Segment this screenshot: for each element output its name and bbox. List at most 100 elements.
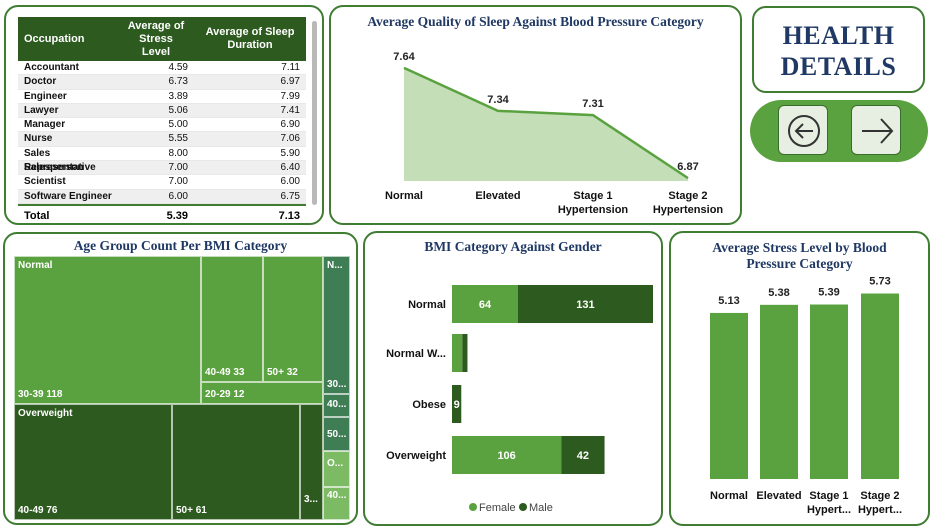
stress-x-tick-label: Elevated <box>756 490 801 502</box>
bmi-bar-female <box>452 334 463 372</box>
table-row[interactable]: Nurse 5.55 7.06 <box>18 132 306 147</box>
treemap-cell-label: 30... <box>327 379 347 390</box>
table-row[interactable]: Manager 5.00 6.90 <box>18 118 306 133</box>
total-stress: 5.39 <box>166 209 188 222</box>
stress-bar <box>861 293 899 479</box>
treemap-cell-side-3[interactable]: 50... <box>323 417 350 451</box>
stress-x-tick-label: Stage 2 <box>860 490 899 502</box>
legend-male-marker <box>519 503 527 511</box>
stress-x-tick-label: Stage 1 <box>809 490 848 502</box>
bmi-bar-male <box>462 334 468 372</box>
cell-stress: 6.73 <box>168 76 188 88</box>
table-row[interactable]: Doctor 6.73 6.97 <box>18 75 306 90</box>
sleep-x-tick-label: Stage 2 <box>668 190 707 202</box>
table-row[interactable]: Sales Representative 8.00 5.90 <box>18 147 306 174</box>
treemap-cell-side-2[interactable]: 40... <box>323 394 350 417</box>
bmi-bar-male <box>517 285 653 323</box>
treemap-cell-normal-40-49[interactable]: 40-49 33 <box>201 256 263 382</box>
occupation-table: Occupation Average of Stress Level Avera… <box>18 17 306 226</box>
cell-occupation: Sales Representative <box>24 147 96 174</box>
sleep-x-tick-label: Hypertension <box>558 204 629 216</box>
treemap-cell-normal-50plus[interactable]: 50+ 32 <box>263 256 323 382</box>
stress-chart-title: Average Stress Level by Blood Pressure C… <box>712 240 887 271</box>
sleep-x-tick-label: Stage 1 <box>573 190 612 202</box>
bmi-data-label: 64 <box>479 299 492 311</box>
bmi-gender-chart-plot: Normal 64 131 Normal W... Obese 9 Overweight 10… <box>386 285 653 514</box>
cell-sleep: 7.06 <box>280 133 300 145</box>
sleep-data-label: 7.64 <box>393 51 415 63</box>
stress-data-label: 5.39 <box>818 287 839 299</box>
cell-occupation: Doctor <box>24 76 57 88</box>
treemap-cell-side-4[interactable]: O... <box>323 451 350 487</box>
treemap-cell-side-5[interactable]: 40... <box>323 487 350 520</box>
bmi-gender-chart-card: BMI Category Against Gender Normal 64 131 N… <box>363 231 663 526</box>
header-title: HEALTH DETAILS <box>754 20 923 82</box>
header-avg-sleep[interactable]: Average of Sleep Duration <box>205 26 295 51</box>
sleep-line <box>403 66 689 180</box>
next-button[interactable] <box>851 105 901 155</box>
cell-sleep: 6.75 <box>280 190 300 202</box>
bmi-data-label: 42 <box>577 450 589 462</box>
cell-stress: 5.55 <box>168 133 188 145</box>
legend-male-label: Male <box>529 502 553 514</box>
table-row[interactable]: Software Engineer 6.00 6.75 <box>18 189 306 204</box>
cell-sleep: 7.41 <box>280 104 300 116</box>
cell-stress: 7.00 <box>168 162 188 174</box>
cell-stress: 8.00 <box>168 147 188 159</box>
treemap-cell-label: 40... <box>327 399 347 410</box>
stress-x-tick-label: Hypert... <box>858 504 902 516</box>
stress-bp-chart-card: Average Stress Level by Blood Pressure C… <box>669 231 930 526</box>
treemap-cell-label: 30-39 118 <box>18 389 63 400</box>
table-row[interactable]: Lawyer 5.06 7.41 <box>18 103 306 119</box>
treemap-cell-label: 50+ 32 <box>267 367 298 378</box>
treemap-cell-overweight-50plus[interactable]: 50+ 61 <box>172 404 300 520</box>
header-occupation[interactable]: Occupation <box>24 32 85 45</box>
bmi-y-tick-label: Normal <box>408 299 446 311</box>
table-row[interactable]: Engineer 3.89 7.99 <box>18 90 306 104</box>
header-avg-stress[interactable]: Average of Stress Level <box>127 19 185 58</box>
cell-stress: 3.89 <box>168 90 188 102</box>
legend-female-label: Female <box>479 502 516 514</box>
stress-data-label: 5.13 <box>718 295 739 307</box>
treemap-cell-label: 50+ 61 <box>176 505 207 516</box>
total-sleep: 7.13 <box>278 209 300 222</box>
header-line-2: DETAILS <box>780 52 897 81</box>
table-scrollbar[interactable] <box>312 21 317 205</box>
treemap-cell-label: N... <box>327 260 343 271</box>
treemap-cell-side-1[interactable]: N... 30... <box>323 256 350 394</box>
treemap-group-label-normal: Normal <box>18 260 53 271</box>
stress-data-label: 5.38 <box>768 287 789 299</box>
sleep-area-fill <box>404 67 688 181</box>
cell-occupation: Nurse <box>24 133 53 145</box>
bmi-y-tick-label: Overweight <box>386 450 446 462</box>
cell-occupation: Lawyer <box>24 104 59 116</box>
treemap-cell-label: O... <box>327 458 344 469</box>
health-details-header: HEALTH DETAILS <box>752 6 925 93</box>
table-row[interactable]: Scientist 7.00 6.00 <box>18 175 306 190</box>
table-row[interactable]: Salesperson 7.00 6.40 <box>18 161 306 176</box>
cell-occupation: Scientist <box>24 176 66 188</box>
table-scrollbar-thumb[interactable] <box>312 21 317 205</box>
treemap-cell-overweight-40-49[interactable]: Overweight 40-49 76 <box>14 404 172 520</box>
bmi-y-tick-label: Obese <box>412 399 446 411</box>
table-body: Accountant 4.59 7.11 Doctor 6.73 6.97 Engineer… <box>18 61 306 204</box>
table-header: Occupation Average of Stress Level Avera… <box>18 17 306 61</box>
back-button[interactable] <box>778 105 828 155</box>
treemap-cell-label: 40-49 33 <box>205 367 245 378</box>
bmi-data-label: 9 <box>454 399 460 411</box>
treemap-cell-normal-20-29[interactable]: 20-29 12 <box>201 382 323 404</box>
occupation-table-card: Occupation Average of Stress Level Avera… <box>4 5 324 225</box>
cell-sleep: 5.90 <box>280 147 300 159</box>
cell-occupation: Engineer <box>24 90 67 102</box>
cell-sleep: 6.97 <box>280 76 300 88</box>
arrow-right-icon <box>862 118 894 144</box>
bmi-bar-female <box>452 285 518 323</box>
sleep-x-tick-label: Hypertension <box>653 204 724 216</box>
bmi-bar-male <box>452 385 462 423</box>
sleep-x-tick-label: Normal <box>385 190 423 202</box>
treemap-cell-overweight-other[interactable]: 3... <box>300 404 323 520</box>
table-row[interactable]: Accountant 4.59 7.11 <box>18 61 306 76</box>
stress-x-tick-label: Normal <box>710 490 748 502</box>
sleep-data-label: 6.87 <box>677 161 698 173</box>
treemap-cell-normal-30-39[interactable]: Normal 30-39 118 <box>14 256 201 404</box>
